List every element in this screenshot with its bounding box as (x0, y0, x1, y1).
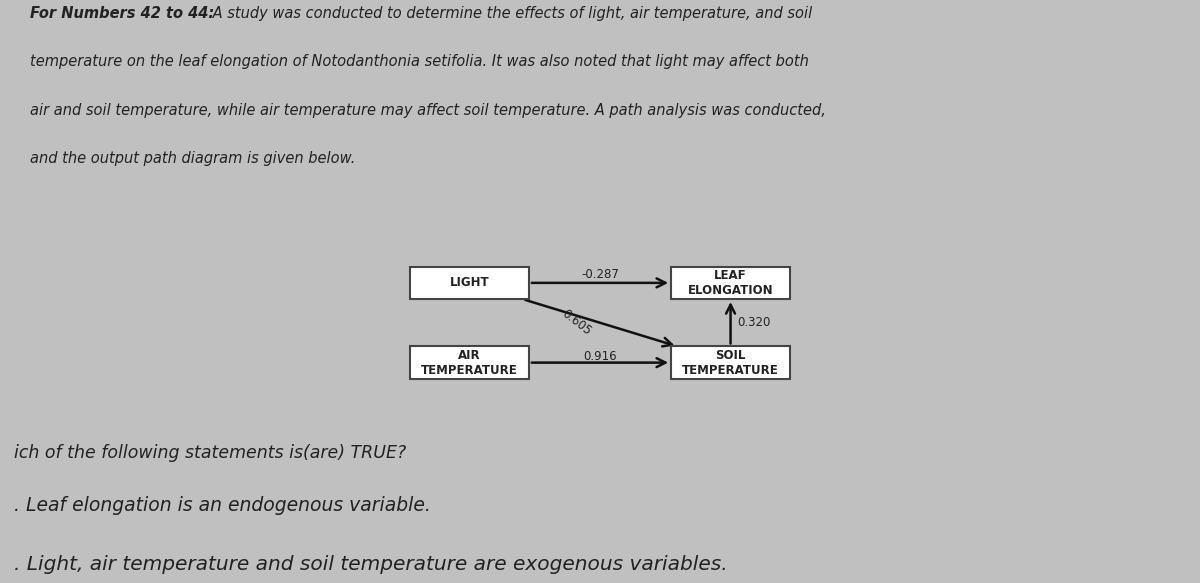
Text: 0.916: 0.916 (583, 350, 617, 363)
Text: A study was conducted to determine the effects of light, air temperature, and so: A study was conducted to determine the e… (208, 6, 812, 20)
Text: air and soil temperature, while air temperature may affect soil temperature. A p: air and soil temperature, while air temp… (30, 103, 826, 118)
Text: . Light, air temperature and soil temperature are exogenous variables.: . Light, air temperature and soil temper… (14, 554, 728, 574)
Text: AIR
TEMPERATURE: AIR TEMPERATURE (421, 349, 518, 377)
Text: temperature on the leaf elongation of Notodanthonia setifolia. It was also noted: temperature on the leaf elongation of No… (30, 54, 809, 69)
Text: -0.287: -0.287 (581, 268, 619, 281)
Text: LEAF
ELONGATION: LEAF ELONGATION (688, 269, 773, 297)
FancyBboxPatch shape (671, 346, 790, 379)
FancyBboxPatch shape (671, 266, 790, 299)
FancyBboxPatch shape (410, 346, 529, 379)
Text: For Numbers 42 to 44:: For Numbers 42 to 44: (30, 6, 215, 20)
Text: and the output path diagram is given below.: and the output path diagram is given bel… (30, 151, 355, 166)
Text: 0.320: 0.320 (737, 316, 770, 329)
Text: LIGHT: LIGHT (450, 276, 490, 289)
Text: SOIL
TEMPERATURE: SOIL TEMPERATURE (682, 349, 779, 377)
Text: 0.605: 0.605 (560, 307, 594, 338)
FancyBboxPatch shape (410, 266, 529, 299)
Text: ich of the following statements is(are) TRUE?: ich of the following statements is(are) … (14, 444, 407, 462)
Text: . Leaf elongation is an endogenous variable.: . Leaf elongation is an endogenous varia… (14, 497, 431, 515)
